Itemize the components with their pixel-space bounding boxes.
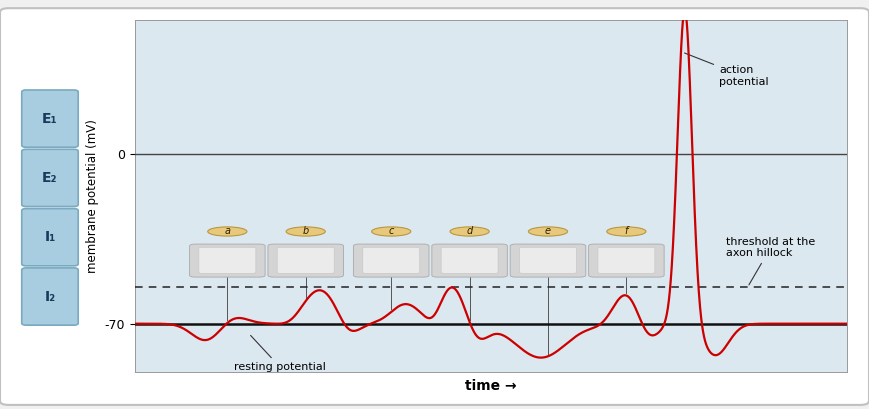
- FancyBboxPatch shape: [0, 8, 869, 405]
- Text: e: e: [545, 227, 551, 236]
- Text: action
potential: action potential: [685, 53, 769, 87]
- Text: c: c: [388, 227, 394, 236]
- Text: I₂: I₂: [44, 290, 56, 303]
- Text: E₂: E₂: [43, 171, 57, 185]
- FancyBboxPatch shape: [22, 90, 78, 147]
- FancyBboxPatch shape: [520, 247, 576, 274]
- FancyBboxPatch shape: [598, 247, 655, 274]
- X-axis label: time →: time →: [465, 379, 517, 393]
- FancyBboxPatch shape: [362, 247, 420, 274]
- Ellipse shape: [528, 227, 567, 236]
- Text: a: a: [224, 227, 230, 236]
- FancyBboxPatch shape: [432, 244, 507, 277]
- Ellipse shape: [450, 227, 489, 236]
- FancyBboxPatch shape: [22, 149, 78, 207]
- FancyBboxPatch shape: [588, 244, 664, 277]
- FancyBboxPatch shape: [277, 247, 335, 274]
- FancyBboxPatch shape: [510, 244, 586, 277]
- Text: E₁: E₁: [43, 112, 57, 126]
- Ellipse shape: [372, 227, 411, 236]
- FancyBboxPatch shape: [189, 244, 265, 277]
- Text: f: f: [625, 227, 628, 236]
- FancyBboxPatch shape: [441, 247, 498, 274]
- Text: I₁: I₁: [44, 230, 56, 244]
- Text: resting potential: resting potential: [235, 335, 327, 373]
- Ellipse shape: [208, 227, 247, 236]
- Ellipse shape: [607, 227, 646, 236]
- Text: d: d: [467, 227, 473, 236]
- FancyBboxPatch shape: [268, 244, 343, 277]
- Text: threshold at the
axon hillock: threshold at the axon hillock: [726, 236, 815, 285]
- Text: b: b: [302, 227, 308, 236]
- Ellipse shape: [286, 227, 325, 236]
- Y-axis label: membrane potential (mV): membrane potential (mV): [86, 119, 99, 273]
- FancyBboxPatch shape: [22, 268, 78, 325]
- FancyBboxPatch shape: [22, 209, 78, 266]
- FancyBboxPatch shape: [199, 247, 255, 274]
- FancyBboxPatch shape: [354, 244, 429, 277]
